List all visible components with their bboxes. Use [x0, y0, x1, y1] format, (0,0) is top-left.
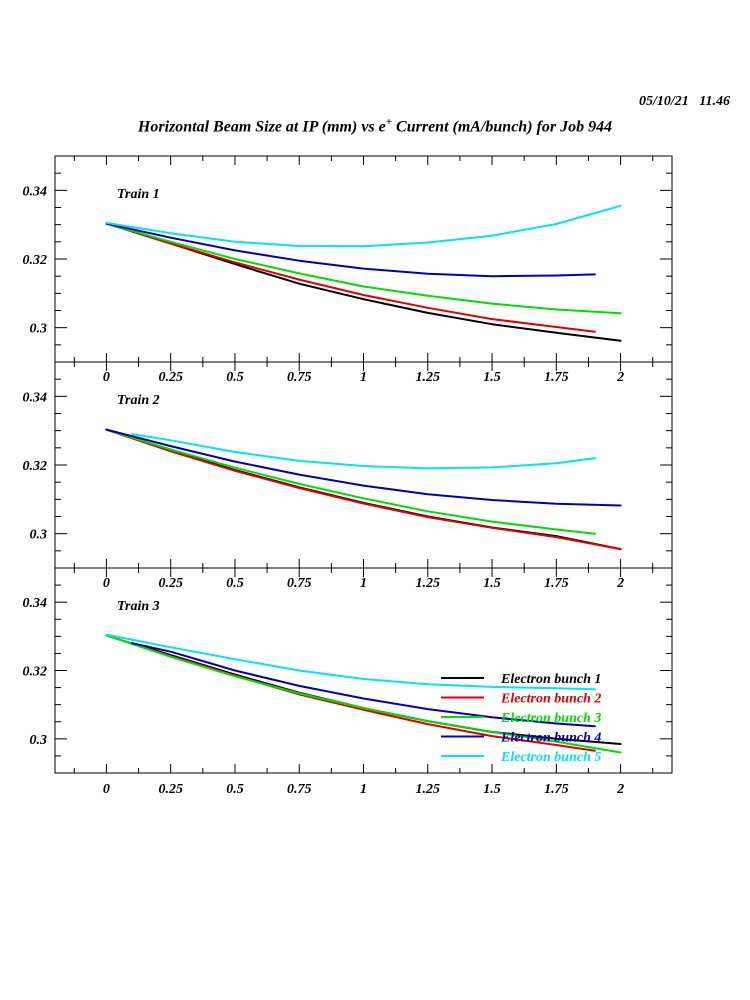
x-tick-label: 1.25: [416, 576, 441, 591]
x-tick-label: 1: [360, 576, 367, 591]
y-tick-label: 0.3: [30, 528, 48, 543]
y-tick-label: 0.32: [23, 459, 48, 474]
x-tick-label: 0: [103, 782, 110, 797]
series-line: [105, 634, 622, 754]
series-line: [105, 222, 596, 278]
x-tick-label: 1.5: [483, 576, 501, 591]
x-tick-label: 0: [103, 370, 110, 385]
y-tick-label: 0.3: [30, 322, 48, 337]
x-tick-label: 1.75: [544, 370, 569, 385]
x-tick-label: 0.75: [287, 782, 312, 797]
title-text: Horizontal Beam Size at IP (mm) vs e: [137, 118, 386, 136]
panel-label: Train 1: [117, 187, 160, 202]
x-tick-label: 0.5: [226, 782, 244, 797]
x-tick-label: 0.75: [287, 576, 312, 591]
x-tick-label: 1: [360, 370, 367, 385]
x-tick-label: 1.75: [544, 782, 569, 797]
legend-label: Electron bunch 2: [500, 692, 601, 707]
x-tick-label: 1: [360, 782, 367, 797]
x-tick-label: 2: [616, 576, 624, 591]
y-tick-label: 0.3: [30, 733, 48, 748]
x-tick-label: 0.25: [158, 370, 183, 385]
x-tick-label: 1.25: [416, 782, 441, 797]
x-tick-label: 1.5: [483, 370, 501, 385]
x-tick-label: 1.5: [483, 782, 501, 797]
legend-label: Electron bunch 5: [500, 750, 601, 765]
y-tick-label: 0.32: [23, 253, 48, 268]
timestamp: 05/10/21 11.46: [638, 94, 730, 109]
y-tick-label: 0.34: [23, 596, 48, 611]
title-superscript: +: [385, 116, 393, 128]
series-line: [105, 428, 622, 551]
y-tick-label: 0.32: [23, 665, 48, 680]
x-tick-label: 1.75: [544, 576, 569, 591]
x-tick-label: 0.25: [158, 782, 183, 797]
legend-label: Electron bunch 4: [500, 731, 601, 746]
series-line: [105, 222, 596, 333]
legend-label: Electron bunch 1: [500, 672, 601, 687]
panel-label: Train 2: [117, 393, 160, 408]
series-line: [105, 428, 596, 535]
y-tick-label: 0.34: [23, 184, 48, 199]
series-line: [105, 222, 622, 315]
x-tick-label: 1.25: [416, 370, 441, 385]
series-line: [105, 428, 622, 551]
x-tick-label: 0.5: [226, 576, 244, 591]
series-line: [131, 642, 596, 728]
x-tick-label: 0: [103, 576, 110, 591]
x-tick-label: 0.25: [158, 576, 183, 591]
series-line: [131, 433, 596, 470]
chart-title: Horizontal Beam Size at IP (mm) vs e+ Cu…: [0, 116, 750, 136]
panel-label: Train 3: [117, 599, 160, 614]
y-tick-label: 0.34: [23, 390, 48, 405]
x-tick-label: 2: [616, 370, 624, 385]
series-line: [131, 230, 622, 342]
series-line: [105, 633, 596, 691]
title-text-rest: Current (mA/bunch) for Job 944: [392, 118, 613, 136]
legend-label: Electron bunch 3: [500, 711, 601, 726]
x-tick-label: 2: [616, 782, 624, 797]
x-tick-label: 0.75: [287, 370, 312, 385]
series-line: [105, 428, 622, 507]
series-line: [105, 204, 622, 248]
x-tick-label: 0.5: [226, 370, 244, 385]
